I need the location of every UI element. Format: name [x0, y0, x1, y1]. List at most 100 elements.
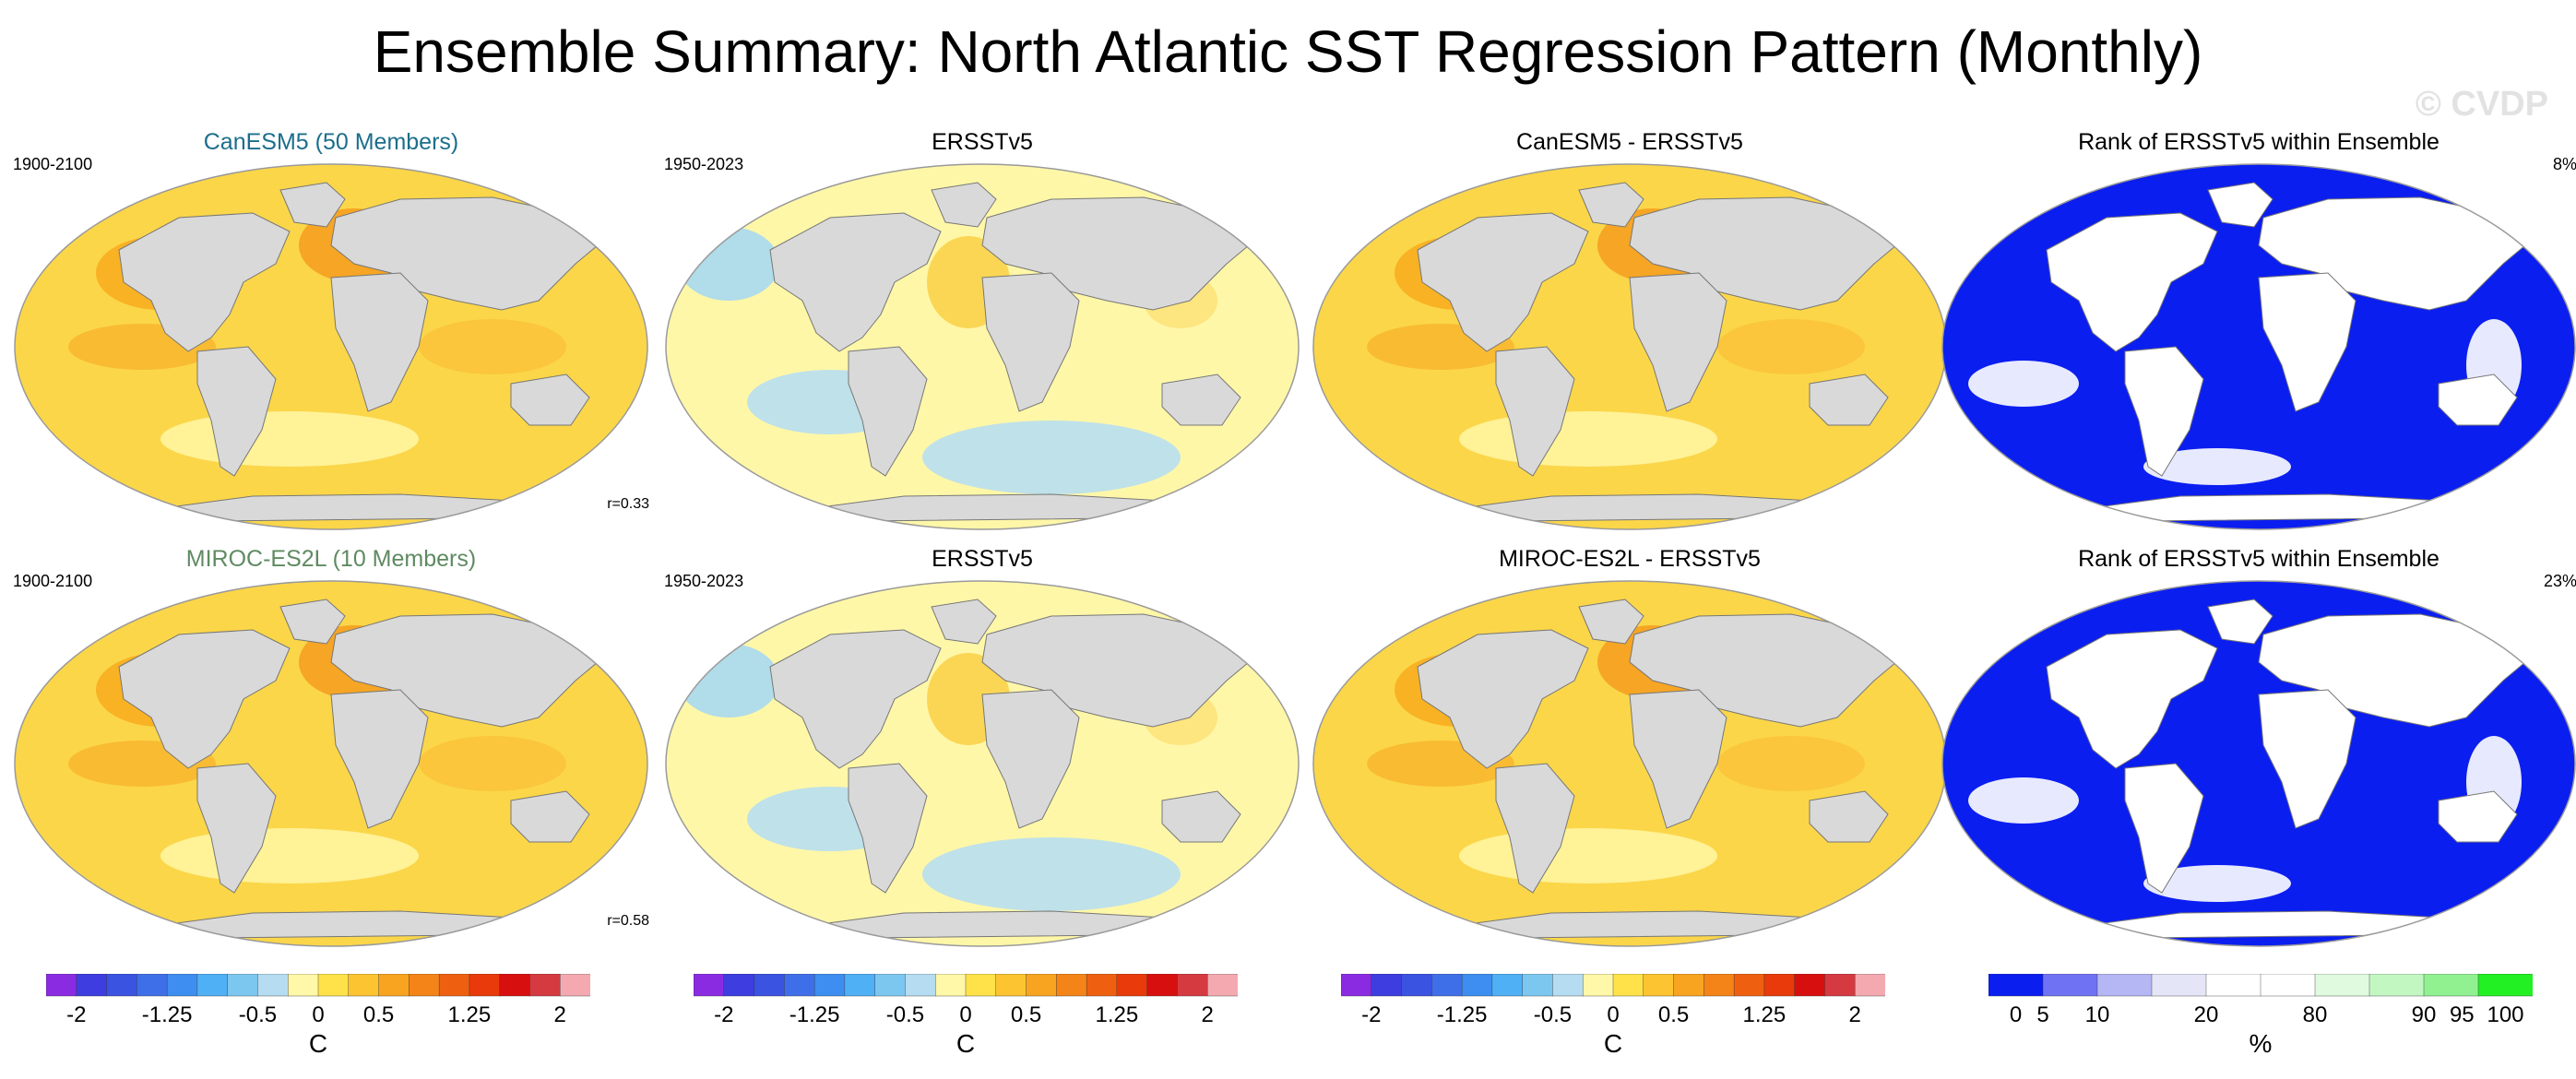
map-fill	[15, 164, 647, 529]
continent-south-america	[2124, 763, 2204, 894]
colorbar-swatch	[166, 974, 198, 997]
continent-north-america	[2046, 629, 2218, 769]
map-fill	[15, 581, 647, 946]
colorbar-swatch	[137, 974, 168, 997]
colorbar-tick-label: 0	[959, 1002, 971, 1027]
continent-africa	[330, 689, 429, 829]
continent-greenland	[931, 182, 997, 228]
colorbar-swatch	[196, 974, 229, 997]
colorbar-swatch	[1491, 974, 1524, 997]
colorbar-rank: 0 5 10 20 80 90 95 100 %	[1988, 974, 2533, 1075]
colorbar-swatch	[1086, 974, 1118, 997]
continent-africa	[1629, 689, 1727, 829]
colorbar-swatch	[1552, 974, 1584, 997]
colorbar-swatch	[2096, 974, 2153, 997]
colorbar-tick-label: -2	[66, 1002, 86, 1027]
colorbar-swatch	[499, 974, 531, 997]
colorbar-tick-label: -0.5	[239, 1002, 277, 1027]
colorbar-swatch	[106, 974, 138, 997]
colorbar-swatch	[257, 974, 289, 997]
panel-model-row2: MIROC-ES2L (10 Members) 1900-2100 r=0.58	[13, 546, 649, 947]
colorbar-tick-label: 1.25	[1096, 1002, 1139, 1027]
colorbar-swatch	[844, 974, 876, 997]
continent-australia	[1809, 790, 1889, 843]
colorbar-sst-3: -2 -1.25 -0.5 0 0.5 1.25 2 C	[1341, 974, 1885, 1075]
continent-north-america	[2046, 212, 2218, 352]
colorbar-tick-label: 0	[1607, 1002, 1619, 1027]
continent-greenland	[1578, 599, 1644, 645]
map-border	[665, 580, 1300, 947]
panel-title: CanESM5 - ERSSTv5	[1516, 129, 1743, 155]
panel-rank-row2: Rank of ERSSTv5 within Ensemble 23%	[1941, 546, 2576, 947]
sst-map	[14, 163, 648, 530]
continent-north-america	[769, 212, 942, 352]
anomaly-region	[160, 411, 419, 467]
continent-africa	[330, 272, 429, 412]
colorbar-swatch	[288, 974, 319, 997]
continent-australia	[2438, 790, 2518, 843]
colorbar-swatch	[1341, 974, 1372, 997]
colorbar-tick-label: -0.5	[1534, 1002, 1572, 1027]
cvdp-watermark: © CVDP	[2415, 85, 2548, 124]
colorbar-swatch	[754, 974, 786, 997]
colorbar-swatch	[1146, 974, 1179, 997]
continent-eurasia	[981, 196, 1255, 311]
colorbar-tick-label: 0	[2010, 1002, 2022, 1027]
colorbar-tick-label: 1.25	[448, 1002, 492, 1027]
continent-north-america	[118, 212, 291, 352]
colorbar-tick-label: -2	[1361, 1002, 1381, 1027]
panel-diff-row2: MIROC-ES2L - ERSSTv5	[1312, 546, 1948, 947]
panel-obs-row1: ERSSTv5 1950-2023	[664, 129, 1300, 530]
continent-australia	[510, 374, 590, 426]
rank-percent: 23%	[2543, 572, 2576, 590]
rank-percent: 8%	[2552, 155, 2576, 173]
map-fill	[666, 581, 1299, 946]
colorbar-tick-label: 20	[2194, 1002, 2219, 1027]
anomaly-region	[922, 837, 1181, 911]
colorbar-tick-label: 10	[2085, 1002, 2110, 1027]
colorbar-swatch	[995, 974, 1027, 997]
panel-title: MIROC-ES2L - ERSSTv5	[1499, 546, 1761, 572]
map-border	[1941, 163, 2576, 530]
continent-eurasia	[330, 613, 604, 728]
continent-south-america	[1495, 346, 1575, 477]
colorbar-tick-label: 0.5	[1011, 1002, 1041, 1027]
colorbar-graphic: -2 -1.25 -0.5 0 0.5 1.25 2	[46, 974, 590, 1027]
colorbar-swatch	[1522, 974, 1554, 997]
colorbar-swatch	[2477, 974, 2533, 997]
colorbar-swatch	[1703, 974, 1735, 997]
colorbar-swatch	[76, 974, 108, 997]
colorbar-swatch	[46, 974, 77, 997]
colorbar-swatch	[1431, 974, 1463, 997]
sst-map	[1312, 163, 1947, 530]
colorbar-unit: C	[308, 1029, 328, 1058]
colorbar-swatch	[438, 974, 470, 997]
colorbar-swatch	[1371, 974, 1403, 997]
anomaly-region	[160, 828, 419, 883]
colorbar-swatch	[348, 974, 380, 997]
map-fill	[1942, 581, 2575, 946]
panel-diff-row1: CanESM5 - ERSSTv5	[1312, 129, 1948, 530]
colorbar-swatch	[2314, 974, 2370, 997]
colorbar-tick-label: 2	[1849, 1002, 1861, 1027]
colorbar-tick-label: 1.25	[1743, 1002, 1787, 1027]
anomaly-region	[1717, 736, 1865, 791]
colorbar-swatch	[723, 974, 755, 997]
figure-title: Ensemble Summary: North Atlantic SST Reg…	[373, 18, 2203, 85]
colorbar-swatch	[1824, 974, 1856, 997]
colorbar-graphic: -2 -1.25 -0.5 0 0.5 1.25 2	[1341, 974, 1885, 1027]
panel-model-row1: CanESM5 (50 Members) 1900-2100 r=0.33	[13, 129, 649, 530]
colorbar-sst-1: -2 -1.25 -0.5 0 0.5 1.25 2 C	[46, 974, 590, 1075]
rank-map	[1941, 580, 2576, 947]
anomaly-region	[1459, 411, 1717, 467]
continent-eurasia	[330, 196, 604, 311]
anomaly-region	[1717, 319, 1865, 374]
colorbar-tick-label: 90	[2412, 1002, 2437, 1027]
panel-title: ERSSTv5	[932, 129, 1033, 155]
colorbar-swatch	[935, 974, 967, 997]
continent-greenland	[2207, 599, 2273, 645]
colorbar-swatch	[965, 974, 997, 997]
continent-south-america	[848, 763, 928, 894]
colorbar-tick-label: -1.25	[789, 1002, 840, 1027]
continent-australia	[1161, 374, 1241, 426]
